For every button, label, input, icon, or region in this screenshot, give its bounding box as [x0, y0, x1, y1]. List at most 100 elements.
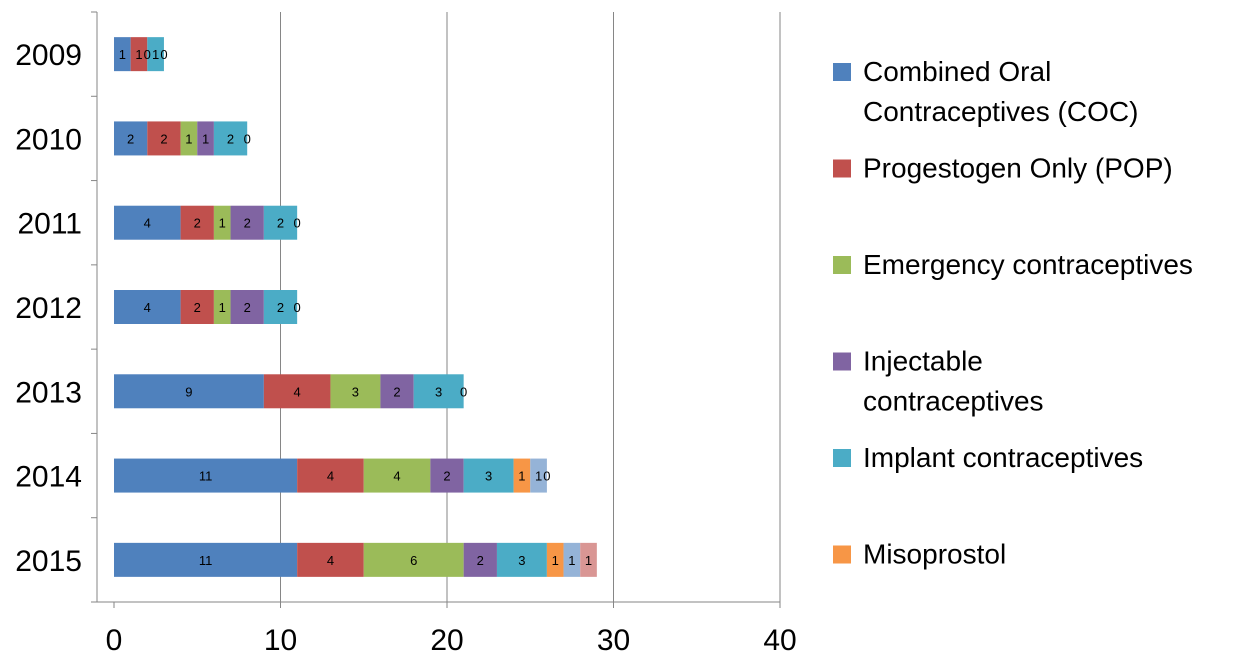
bar-segment-2015-4 — [496, 542, 547, 577]
data-label: 4 — [327, 469, 334, 484]
data-label: 4 — [144, 300, 151, 315]
bar-segment-2013-2 — [330, 374, 381, 409]
data-label: 11 — [199, 469, 213, 484]
y-tick-label: 2010 — [15, 123, 82, 156]
data-labels: 1 1 0 1 02 2 1 1 2 04 2 1 2 2 04 2 1 2 2 09 4 3 2 3 011 4 4 2 3 1 1 011… — [119, 47, 592, 568]
legend-label: Combined Oral Contraceptives (COC) — [863, 56, 1138, 127]
data-label: 1 — [219, 216, 226, 231]
x-tick-label: 10 — [264, 624, 297, 657]
data-label: 2 — [244, 300, 251, 315]
bar-segment-2012-4 — [263, 290, 298, 324]
x-tick-label: 20 — [430, 624, 463, 657]
bar-segment-2015-6 — [563, 542, 581, 577]
data-label: 0 — [294, 216, 301, 231]
data-label: 4 — [327, 553, 334, 568]
data-label: 1 — [119, 47, 126, 62]
bar-segment-2011-2 — [213, 205, 231, 240]
bar-segment-2011-3 — [230, 205, 264, 240]
data-label: 0 — [460, 384, 467, 399]
bar-segment-2010-2 — [180, 121, 198, 156]
data-label: 2 — [227, 131, 234, 146]
legend-label: Emergency contraceptives — [863, 249, 1193, 280]
legend: Combined Oral Contraceptives (COC) Progest… — [833, 56, 1193, 570]
bar-segment-2015-7 — [580, 542, 597, 577]
bar-segment-2010-1 — [147, 121, 181, 156]
data-label: 1 — [585, 553, 592, 568]
bar-segment-2009-0 — [114, 37, 131, 72]
data-label: 0 — [160, 47, 167, 62]
y-tick-label: 2012 — [15, 292, 82, 325]
data-label: 9 — [185, 384, 192, 399]
bar-segment-2014-6 — [530, 458, 547, 493]
bar-segment-2012-1 — [180, 290, 214, 324]
data-label: 6 — [410, 553, 417, 568]
data-label: 1 — [552, 553, 559, 568]
y-tick-label: 2011 — [17, 208, 82, 241]
legend-swatch — [833, 256, 851, 274]
bar-segment-2013-3 — [380, 374, 414, 409]
legend-label: Implant contraceptives — [863, 442, 1143, 473]
data-label: 2 — [194, 300, 201, 315]
data-label: 1 — [568, 553, 575, 568]
data-label: 0 — [294, 300, 301, 315]
data-label: 4 — [393, 469, 400, 484]
data-label: 2 — [277, 300, 284, 315]
x-tick-label: 30 — [597, 624, 630, 657]
data-label: 11 — [199, 553, 213, 568]
bar-segment-2014-3 — [430, 458, 464, 493]
y-tick-label: 2013 — [15, 376, 82, 409]
bar-segment-2012-0 — [114, 290, 181, 324]
data-label: 4 — [294, 384, 301, 399]
legend-swatch — [833, 545, 851, 564]
bars — [114, 37, 597, 577]
bar-segment-2012-2 — [213, 290, 231, 324]
legend-label: Progestogen Only (POP) — [863, 153, 1173, 184]
data-label: 2 — [194, 216, 201, 231]
axes — [91, 11, 781, 608]
data-label: 1 — [219, 300, 226, 315]
bar-segment-2014-2 — [363, 458, 431, 493]
legend-swatch — [833, 63, 851, 81]
data-label: 0 — [244, 131, 251, 146]
data-label: 2 — [477, 553, 484, 568]
bar-segment-2013-4 — [413, 374, 464, 409]
data-label: 3 — [352, 384, 359, 399]
y-tick-label: 2014 — [15, 461, 82, 494]
bar-segment-2009-1 — [130, 37, 148, 72]
data-label: 2 — [393, 384, 400, 399]
bar-segment-2013-0 — [114, 374, 264, 409]
x-tick-label: 40 — [763, 624, 796, 657]
legend-label: Misoprostol — [863, 539, 1006, 570]
gridlines — [280, 12, 781, 602]
bar-segment-2015-3 — [463, 542, 497, 577]
data-label: 3 — [518, 553, 525, 568]
data-label: 2 — [127, 131, 134, 146]
bar-segment-2011-1 — [180, 205, 214, 240]
bar-segment-2010-0 — [114, 121, 148, 156]
data-label: 1 — [185, 131, 192, 146]
bar-segment-2014-0 — [114, 458, 298, 493]
bar-segment-2015-0 — [114, 542, 298, 577]
data-label: 1 — [135, 47, 142, 62]
bar-segment-2014-4 — [463, 458, 514, 493]
bar-segment-2015-5 — [546, 542, 564, 577]
data-label: 0 — [543, 469, 550, 484]
data-label: 1 — [518, 469, 525, 484]
bar-segment-2011-0 — [114, 205, 181, 240]
data-label: 1 — [535, 469, 542, 484]
bar-segment-2012-3 — [230, 290, 264, 324]
data-label: 4 — [144, 216, 151, 231]
data-label: 3 — [435, 384, 442, 399]
data-label: 1 — [202, 131, 209, 146]
data-label: 2 — [443, 469, 450, 484]
bar-segment-2014-1 — [297, 458, 364, 493]
y-axis-tick-labels: 2009 2010 2011 2012 2013 2014 2015 — [15, 39, 82, 578]
bar-segment-2015-2 — [363, 542, 464, 577]
data-label: 3 — [485, 469, 492, 484]
data-label: 2 — [277, 216, 284, 231]
legend-swatch — [833, 449, 851, 467]
legend-label: Injectable contraceptives — [863, 346, 1044, 417]
bar-segment-2014-5 — [513, 458, 531, 493]
x-tick-label: 0 — [106, 624, 123, 657]
